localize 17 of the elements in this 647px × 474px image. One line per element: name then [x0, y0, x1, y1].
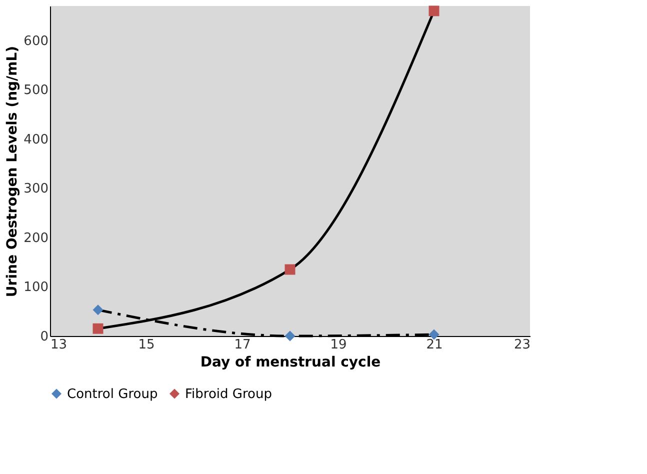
x-tick-label: 13	[50, 338, 68, 352]
y-tick-label: 600	[24, 34, 48, 49]
x-tick-label: 23	[514, 338, 530, 352]
x-tick-label: 17	[234, 338, 251, 352]
x-tick-label: 15	[138, 338, 155, 352]
y-tick-label: 200	[24, 230, 48, 246]
x-axis-title: Day of menstrual cycle	[200, 354, 381, 370]
legend-label: Fibroid Group	[185, 386, 272, 402]
x-tick-label: 19	[330, 338, 347, 352]
y-tick-label: 100	[24, 280, 48, 296]
y-axis-title: Urine Oestrogen Levels (ng/mL)	[4, 46, 21, 298]
legend-label: Control Group	[67, 386, 158, 402]
x-tick-label: 21	[426, 338, 443, 352]
y-tick-label: 300	[24, 182, 48, 197]
y-tick-label: 0	[40, 330, 48, 344]
y-tick-label: 500	[24, 83, 48, 98]
y-tick-label: 400	[24, 132, 48, 148]
